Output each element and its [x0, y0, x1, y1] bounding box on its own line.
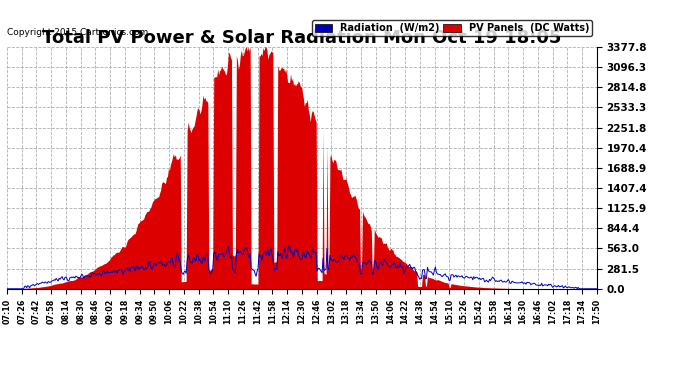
Title: Total PV Power & Solar Radiation Mon Oct 19 18:05: Total PV Power & Solar Radiation Mon Oct… [42, 29, 562, 47]
Text: Copyright 2015 Cartronics.com: Copyright 2015 Cartronics.com [7, 28, 148, 37]
Legend: Radiation  (W/m2), PV Panels  (DC Watts): Radiation (W/m2), PV Panels (DC Watts) [312, 20, 592, 36]
